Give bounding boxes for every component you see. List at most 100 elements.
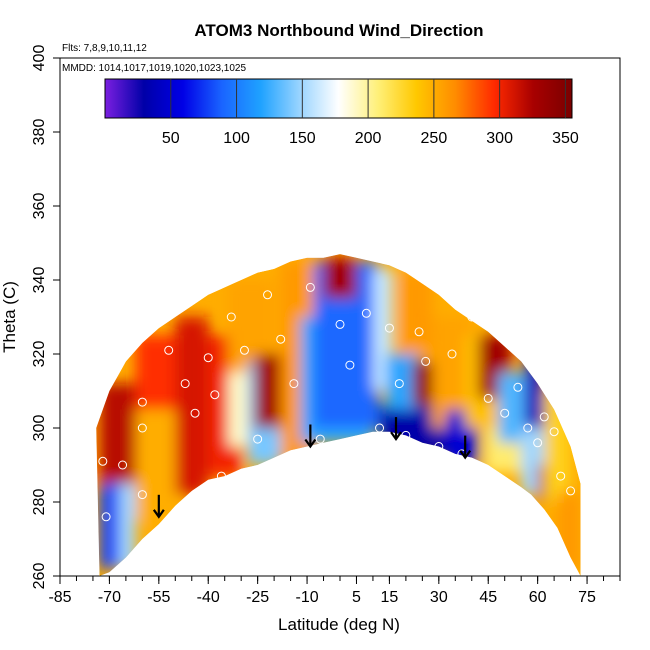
x-tick-label: -70 [98,589,121,606]
observation-point [289,379,299,389]
heatmap-cell [99,383,143,484]
observation-point [305,282,315,292]
flight-arrow [459,435,472,460]
colorbar-gradient [104,78,573,119]
x-tick-label: -25 [246,589,269,606]
x-tick-label: 5 [352,589,361,606]
heatmap-cell [119,483,136,569]
observation-point [101,512,111,522]
colorbar-tick-label: 150 [289,130,316,147]
x-tick-label: 30 [430,589,448,606]
observation-point [98,456,108,466]
flight-arrows [152,417,472,519]
observation-point [447,349,457,359]
y-tick-label: 360 [31,193,48,220]
observation-point [263,290,273,300]
x-tick-label: 45 [479,589,497,606]
observation-point [203,353,213,363]
observation-point [539,412,549,422]
observation-point [394,379,404,389]
heatmap-cell [399,272,433,354]
observation-point [421,356,431,366]
flight-arrow [390,417,402,441]
observation-point [566,486,576,496]
observation-point [253,434,263,444]
observation-point [434,442,444,451]
y-axis-label: Theta (C) [0,281,19,353]
x-tick-label: -55 [147,589,170,606]
observation-point [137,490,147,500]
heatmap-cell [254,354,281,428]
colorbar: 50 100 150 200 250 300 350 [104,78,579,147]
flight-arrow-head [152,509,165,519]
dates-subtitle: MMDD: 1014,1017,1019,1020,1023,1025 [62,63,246,74]
flight-arrow-head [304,438,317,449]
x-tick-label: -85 [48,589,71,606]
observation-point [513,382,523,392]
y-tick-label: 380 [31,119,48,146]
heatmap-area [96,254,581,576]
observation-point [210,390,220,400]
flight-arrow [304,424,317,449]
observation-point [556,471,566,481]
y-tick-label: 260 [31,563,48,590]
observation-point [533,438,543,448]
observation-point [523,423,533,433]
observation-point [137,397,147,407]
observation-point [226,312,236,322]
observation-point [315,434,325,444]
heatmap-cells [99,257,581,569]
observation-point [276,334,286,344]
observation-point [335,319,345,329]
heatmap-cell [323,257,357,299]
y-tick-label: 400 [31,45,48,72]
observation-point [345,360,355,370]
heatmap-cell [135,335,182,410]
x-tick-label: -10 [295,589,318,606]
y-tick-label: 340 [31,267,48,294]
y-tick-label: 320 [31,341,48,368]
colorbar-tick-label: 300 [486,130,513,147]
observation-point [118,460,128,470]
flight-arrow-head [390,431,402,441]
observation-points [98,282,576,522]
colorbar-tick-label: 350 [552,130,579,147]
colorbar-tick-label: 50 [162,130,180,147]
x-axis-label: Latitude (deg N) [278,615,400,634]
observation-point [549,427,559,437]
y-tick-label: 280 [31,489,48,516]
flight-arrow [152,494,165,519]
observation-point [384,323,394,333]
observation-point [361,308,371,318]
observation-point [216,471,226,481]
observation-point [164,345,174,355]
observation-point [467,312,477,322]
heatmap-clip [96,254,581,576]
x-tick-label: 60 [529,589,547,606]
heatmap-cell [135,409,176,521]
colorbar-tick-label: 200 [355,130,382,147]
heatmap-cell [557,490,581,569]
observation-point [483,393,493,403]
x-tick-label: 75 [578,589,596,606]
heatmap-cell [175,317,209,495]
x-tick-label: -40 [197,589,220,606]
y-tick-label: 300 [31,415,48,442]
observation-point [375,423,385,433]
observation-point [180,379,190,389]
observation-point [500,408,510,418]
heatmap-cell [524,354,545,428]
observation-point [239,345,249,355]
observation-point [414,327,424,337]
observation-point [401,430,411,440]
observation-point [190,408,200,418]
heatmap-cell [544,391,571,502]
observation-point [137,423,147,433]
colorbar-tick-label: 250 [421,130,448,147]
y-axis: 260 280 300 320 340 360 380 400 [31,45,60,590]
x-tick-label: 15 [381,589,399,606]
chart-title: ATOM3 Northbound Wind_Direction [194,21,483,40]
flight-arrow-head [459,449,472,460]
flights-subtitle: Flts: 7,8,9,10,11,12 [62,43,147,54]
